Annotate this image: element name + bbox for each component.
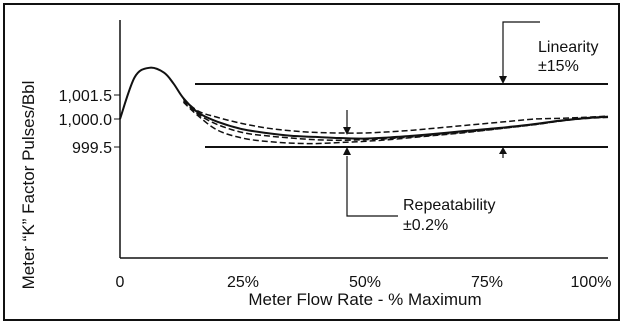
repeatability-arrow-up-icon [343,147,351,155]
repeatability-arrow-down-icon [343,127,351,135]
chart-frame [3,3,620,321]
linearity-bracket [502,21,540,78]
x-tick-label-50: 50% [349,274,381,291]
x-tick-label-75: 75% [471,274,503,291]
x-tick-label-0: 0 [116,274,125,291]
linearity-label: Linearity [538,39,598,56]
repeatability-value: ±0.2% [403,217,448,234]
linearity-arrow-down-icon [499,76,507,84]
y-tick-label-1001-5: 1,001.5 [59,88,112,105]
series-line-solid [119,66,609,140]
x-tick-label-100: 100% [571,274,612,291]
y-axis-title: Meter “K” Factor Pulses/Bbl [19,81,38,290]
y-tick-label-1000-0: 1,000.0 [59,112,112,129]
linearity-value: ±15% [538,58,579,75]
x-axis-title: Meter Flow Rate - % Maximum [248,290,481,309]
series-line-dashed-3 [182,101,609,145]
series-line-dashed-2 [182,100,609,142]
y-tick-label-999-5: 999.5 [72,140,112,157]
linearity-arrow-up-icon [499,147,507,154]
repeatability-label: Repeatability [403,197,496,214]
series-line-dashed-1 [182,98,609,134]
repeatability-bracket [346,156,398,217]
x-tick-label-25: 25% [227,274,259,291]
